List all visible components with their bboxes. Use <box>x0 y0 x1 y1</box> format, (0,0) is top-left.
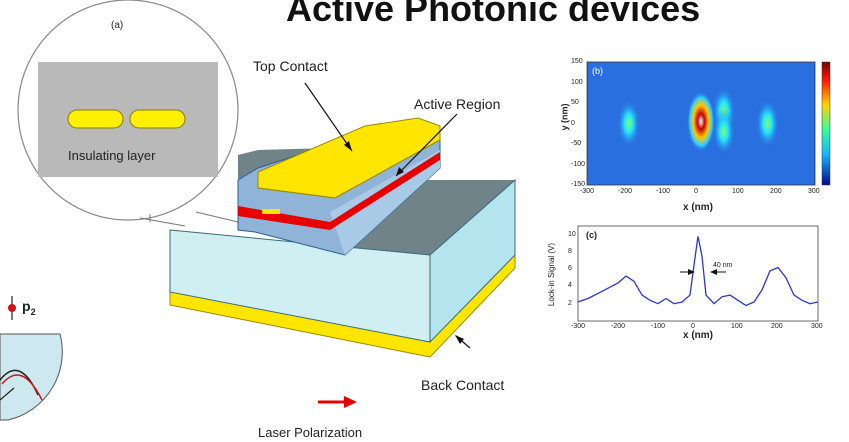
device-structure <box>0 117 516 358</box>
panel-b-y-tick-label: 100 <box>571 78 583 86</box>
panel-b-y-tick-label: -100 <box>571 160 586 168</box>
heatmap-spot <box>755 99 780 148</box>
insulating-layer-label: Insulating layer <box>68 148 156 163</box>
active-region-label: Active Region <box>414 96 501 112</box>
panel-b-ylabel: y (nm) <box>559 103 570 131</box>
signal-series-line <box>577 236 819 307</box>
panel-c-y-tick-label: 6 <box>568 265 572 273</box>
heatmap-spot <box>617 99 641 148</box>
panel-b-y-tick-label: 150 <box>571 58 583 65</box>
panel-b-x-tick-label: 300 <box>808 188 820 195</box>
panel-c-x-tick-label: 0 <box>691 323 695 330</box>
panel-c-xlabel: x (nm) <box>683 330 713 341</box>
panel-c-x-tick-label: 200 <box>771 323 783 330</box>
annotation-arrows <box>304 82 471 349</box>
panel-b-x-tick-label: -100 <box>656 188 671 195</box>
p2-marker-icon <box>8 304 16 312</box>
panel-b-xlabel: x (nm) <box>683 202 713 213</box>
panel-c-y-tick-label: 4 <box>568 282 572 290</box>
panel-b-x-tick-label: 0 <box>694 188 698 195</box>
panel-c-y-tick-label: 10 <box>568 230 576 238</box>
heatmap-spot <box>687 91 715 152</box>
panel-b-label: (b) <box>592 66 603 76</box>
panel-c <box>577 225 819 322</box>
linechart-frame <box>577 225 819 322</box>
page-title: Active Photonic devices <box>286 0 701 29</box>
back-contact-label: Back Contact <box>421 377 505 393</box>
electrode-right <box>129 109 186 129</box>
magnifier-connector <box>139 211 239 227</box>
substrate-side <box>429 178 516 344</box>
panel-c-x-tick-label: -100 <box>651 323 666 330</box>
panel-b-x-tick-label: -300 <box>580 188 595 195</box>
electrode-left <box>67 109 124 129</box>
panel-b-x-tick-label: -200 <box>618 188 633 195</box>
panel-b-y-tick-label: -150 <box>571 181 586 188</box>
occlusion-box <box>0 226 168 288</box>
panel-c-x-tick-label: 100 <box>731 323 743 330</box>
panel-c-y-tick-label: 2 <box>568 299 572 307</box>
panel-c-y-tick-label: 8 <box>568 247 572 255</box>
fwhm-annotation: 40 nm <box>713 262 733 269</box>
panel-b <box>586 61 831 186</box>
panel-b-y-tick-label: 0 <box>571 119 575 127</box>
facet-spot <box>262 209 280 214</box>
panel-b-x-tick-label: 100 <box>732 188 744 195</box>
panel-a-label: (a) <box>111 20 124 31</box>
laser-polarization-arrow-icon <box>318 396 357 408</box>
panel-c-ylabel: Lock-in Signal (V) <box>547 242 557 307</box>
laser-polarization-label: Laser Polarization <box>258 425 363 440</box>
heatmap-spot <box>712 108 735 155</box>
panel-b-y-tick-label: 50 <box>571 99 579 106</box>
top-contact-label: Top Contact <box>253 58 328 74</box>
panel-c-x-tick-label: 300 <box>811 323 823 330</box>
inset-a <box>17 0 239 227</box>
panel-b-x-tick-label: 200 <box>770 188 782 195</box>
panel-c-label: (c) <box>586 230 597 240</box>
colorbar <box>821 61 831 186</box>
panel-b-y-tick-label: -50 <box>571 140 582 147</box>
panel-c-x-tick-label: -200 <box>611 323 626 330</box>
left-fragment <box>0 296 63 421</box>
panel-c-x-tick-label: -300 <box>571 323 586 330</box>
p2-label: p2 <box>22 298 36 317</box>
